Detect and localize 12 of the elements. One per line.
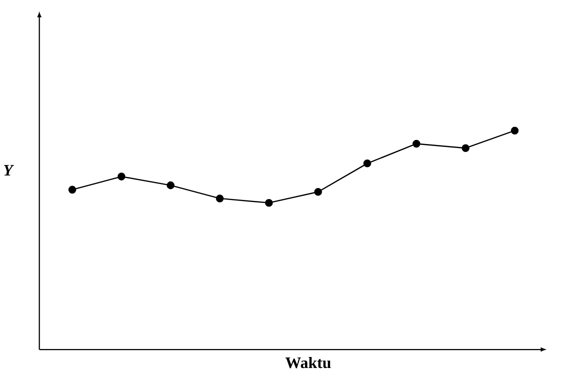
point — [462, 144, 470, 152]
point — [118, 172, 126, 180]
point — [314, 188, 322, 196]
point — [363, 159, 372, 168]
point — [166, 181, 175, 190]
point — [265, 198, 273, 207]
x-axis-title: Waktu — [285, 356, 331, 368]
y-axis-title: Y — [4, 164, 14, 176]
point — [68, 186, 76, 194]
point — [510, 126, 519, 134]
point — [412, 140, 420, 148]
point — [216, 194, 224, 202]
